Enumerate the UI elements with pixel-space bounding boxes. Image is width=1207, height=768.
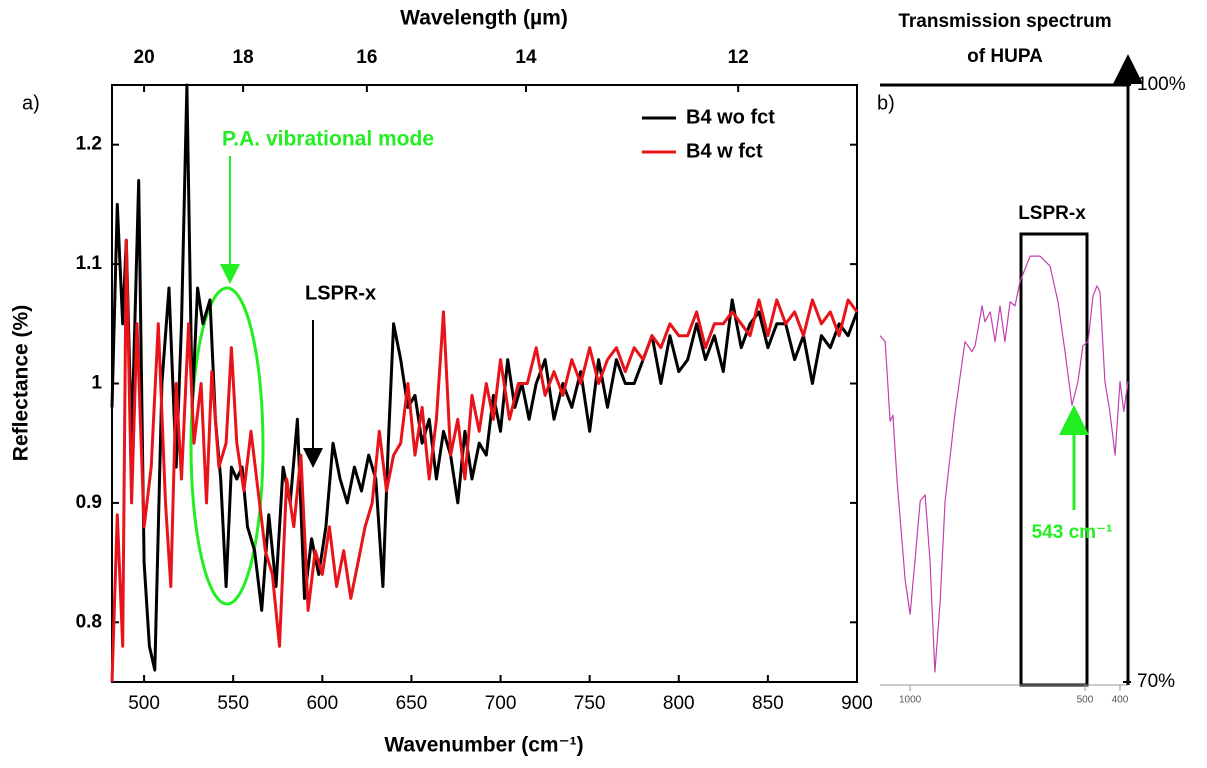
x-tick-label: 600 <box>306 693 338 714</box>
data-line <box>110 83 859 672</box>
plot-frame <box>111 84 858 683</box>
x2-tick-label: 12 <box>728 47 749 68</box>
x-tick-label: 500 <box>128 693 160 714</box>
x2-tick-label: 16 <box>356 47 377 68</box>
y-axis-label: Reflectance (%) <box>10 305 33 461</box>
highlight-box <box>1019 232 1089 687</box>
y-tick-label: 1.1 <box>76 253 103 274</box>
annotation: LSPR-x <box>305 282 376 304</box>
annotation: LSPR-x <box>1018 203 1086 224</box>
legend-label: B4 w fct <box>686 140 763 162</box>
highlight-ellipse <box>189 286 265 606</box>
y-tick-label: 1.2 <box>76 134 102 155</box>
x-tick-label: 400 <box>1112 695 1129 706</box>
x-tick-label: 750 <box>574 693 606 714</box>
x-axis-label: Wavenumber (cm⁻¹) <box>384 734 583 757</box>
x-tick-label: 800 <box>663 693 695 714</box>
x-tick-label: 550 <box>217 693 249 714</box>
x-tick-label: 1000 <box>899 695 922 706</box>
x2-tick-label: 14 <box>515 47 537 68</box>
x-tick-label: 700 <box>485 693 517 714</box>
annotation: P.A. vibrational mode <box>222 128 434 151</box>
data-line <box>110 238 859 683</box>
x2-tick-label: 20 <box>134 47 155 68</box>
panel-label: a) <box>22 92 40 114</box>
x-tick-label: 850 <box>752 693 784 714</box>
y-tick-label: 100% <box>1137 74 1186 95</box>
data-line <box>879 255 1129 673</box>
annotation: 543 cm⁻¹ <box>1032 522 1113 543</box>
x2-axis-label: Wavelength (µm) <box>400 7 568 30</box>
chart-title: Transmission spectrum <box>898 11 1111 32</box>
x2-tick-label: 18 <box>233 47 254 68</box>
x-tick-label: 900 <box>841 693 873 714</box>
panel-label: b) <box>877 92 895 114</box>
x-tick-label: 500 <box>1077 695 1094 706</box>
y-tick-label: 70% <box>1137 671 1175 692</box>
x-tick-label: 650 <box>396 693 428 714</box>
y-tick-label: 1 <box>91 373 102 394</box>
y-tick-label: 0.9 <box>76 492 102 513</box>
chart-title: of HUPA <box>967 46 1043 67</box>
y-tick-label: 0.8 <box>76 611 102 632</box>
legend-label: B4 wo fct <box>686 106 775 128</box>
